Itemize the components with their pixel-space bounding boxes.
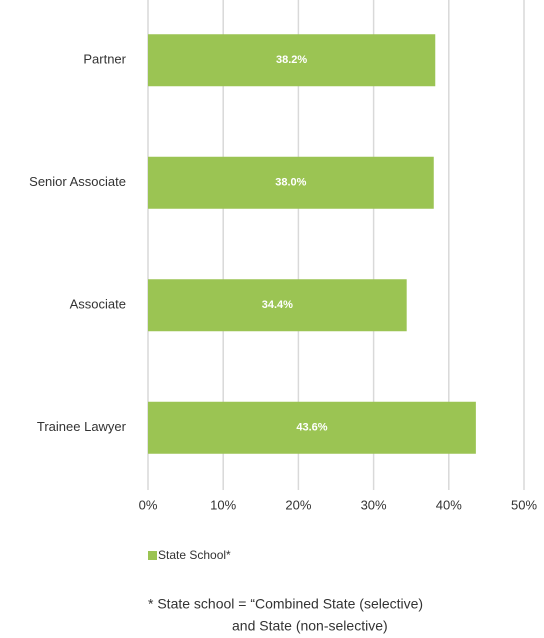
legend-label: State School* <box>158 548 231 562</box>
value-label: 43.6% <box>296 422 327 434</box>
x-tick-label: 10% <box>210 497 236 512</box>
value-label: 38.0% <box>275 177 306 189</box>
x-tick-label: 50% <box>511 497 537 512</box>
x-tick-label: 20% <box>285 497 311 512</box>
y-tick-label: Trainee Lawyer <box>37 419 127 434</box>
bar <box>148 401 476 454</box>
y-tick-label: Senior Associate <box>29 174 126 189</box>
value-label: 34.4% <box>262 299 293 311</box>
x-tick-label: 40% <box>436 497 462 512</box>
footnote: and State (non-selective) <box>232 618 388 634</box>
bar <box>148 279 407 332</box>
value-label: 38.2% <box>276 54 307 66</box>
footnote: * State school = “Combined State (select… <box>148 596 423 612</box>
x-tick-label: 30% <box>361 497 387 512</box>
y-tick-label: Associate <box>70 297 126 312</box>
y-tick-label: Partner <box>83 52 126 67</box>
bar <box>148 34 436 87</box>
x-tick-label: 0% <box>139 497 158 512</box>
bar <box>148 156 434 209</box>
legend-swatch <box>148 551 157 560</box>
